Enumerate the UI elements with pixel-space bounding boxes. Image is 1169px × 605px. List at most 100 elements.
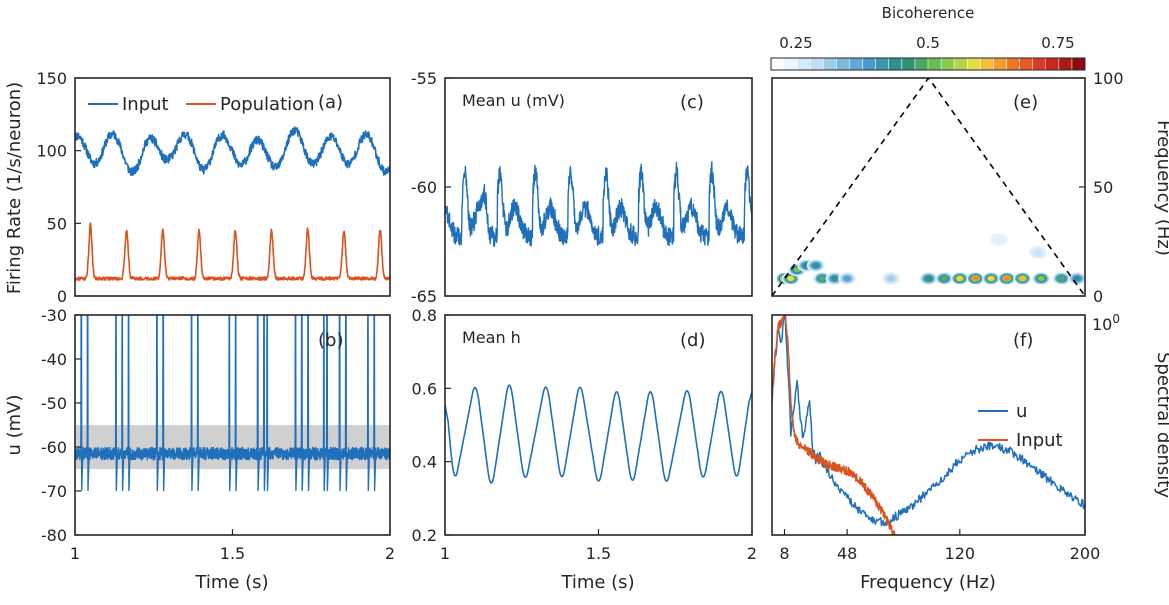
y-tick-label: 0.2 xyxy=(412,526,437,545)
panel-d: 0.20.40.60.8 1 1.5 2 Mean h (d) Time (s) xyxy=(412,306,758,593)
y-tick-label: -60 xyxy=(41,438,67,457)
legend-label-population: Population xyxy=(220,94,315,115)
heatmap-blob xyxy=(987,276,995,282)
heatmap-blob xyxy=(1073,276,1081,282)
heatmap-blob xyxy=(843,276,851,282)
colorbar-cell xyxy=(1006,57,1021,71)
x-tick-label: 48 xyxy=(837,544,857,563)
axis-frame-a xyxy=(74,77,391,297)
x-tick-label: 1 xyxy=(70,544,80,563)
heatmap-blob xyxy=(1019,276,1026,282)
annotation-mean-u: Mean u (mV) xyxy=(462,91,565,110)
series-line-population xyxy=(75,222,390,281)
series-line-mean-u xyxy=(445,161,752,247)
y-tick-label: 0 xyxy=(1093,287,1103,306)
y-tick-label: -70 xyxy=(41,482,67,501)
heatmap-blob xyxy=(787,276,795,282)
series-line-input xyxy=(772,315,896,535)
panel-label-f: (f) xyxy=(1013,330,1033,351)
colorbar-cell xyxy=(980,57,995,71)
heatmap-blob xyxy=(818,276,826,282)
x-tick-label: 2 xyxy=(747,544,757,563)
heatmap-blob xyxy=(1003,276,1011,282)
x-axis-label-d: Time (s) xyxy=(560,572,634,593)
heatmap-blob xyxy=(995,236,1003,242)
colorbar: Bicoherence 0.25 0.5 0.75 xyxy=(770,4,1086,71)
y-tick-label: -30 xyxy=(41,306,67,325)
panel-c: -65 -60 -55 Mean u (mV) (c) xyxy=(411,69,753,306)
y-axis-label-firing-rate: Firing Rate (1/s/neuron) xyxy=(4,82,25,294)
plot-area-b xyxy=(75,315,390,492)
colorbar-cell xyxy=(966,57,982,71)
y-tick-label: 0.8 xyxy=(412,306,437,325)
plot-area-c xyxy=(445,161,752,247)
y-ticks-c: -65 -60 -55 xyxy=(411,69,451,306)
plot-area-d xyxy=(445,384,752,484)
colorbar-tick-2: 0.75 xyxy=(1041,34,1074,52)
heatmap-blob xyxy=(1034,249,1042,255)
x-tick-label: 200 xyxy=(1070,544,1101,563)
y-ticks-d: 0.2 0.4 0.6 0.8 xyxy=(412,306,451,545)
y-tick-label: -40 xyxy=(41,350,67,369)
colorbar-cell xyxy=(836,57,851,71)
panel-label-b: (b) xyxy=(318,330,343,351)
colorbar-cell xyxy=(1032,57,1047,71)
x-tick-label: 120 xyxy=(945,544,976,563)
panel-label-e: (e) xyxy=(1013,92,1038,113)
y-tick-label: -50 xyxy=(41,394,67,413)
panel-e: 0 50 100 (e) Frequency (Hz) Bicoherence 0.… xyxy=(770,4,1169,306)
annotation-mean-h: Mean h xyxy=(462,328,521,347)
x-axis-label-b: Time (s) xyxy=(194,572,268,593)
colorbar-cell xyxy=(875,57,890,71)
x-tick-label: 2 xyxy=(385,544,395,563)
y-tick-label: 150 xyxy=(36,69,67,88)
colorbar-cell xyxy=(888,57,903,71)
x-tick-label: 8 xyxy=(779,544,789,563)
y-axis-label-spectral-density: Spectral density xyxy=(1153,352,1169,498)
y-axis-label-frequency: Frequency (Hz) xyxy=(1153,120,1169,256)
legend-a: Input Population xyxy=(88,94,315,115)
colorbar-cell xyxy=(796,57,812,71)
x-ticks-b: 1 1.5 2 xyxy=(70,529,395,563)
x-axis-label-f: Frequency (Hz) xyxy=(860,572,996,593)
plot-area-a xyxy=(75,126,390,281)
panel-label-d: (d) xyxy=(680,330,705,351)
colorbar-cell xyxy=(849,57,864,71)
axis-frame-d xyxy=(444,314,753,536)
y-ticks-a: 0 50 100 150 xyxy=(36,69,81,306)
colorbar-cell xyxy=(770,57,785,71)
x-tick-label: 1.5 xyxy=(586,544,611,563)
colorbar-cell xyxy=(1045,57,1060,71)
colorbar-cell xyxy=(783,57,798,71)
colorbar-title: Bicoherence xyxy=(882,4,975,22)
colorbar-frame xyxy=(770,57,1086,71)
panel-label-a: (a) xyxy=(318,92,343,113)
x-tick-label: 1.5 xyxy=(220,544,245,563)
plot-area-e xyxy=(772,78,1085,296)
y-tick-label: 100 xyxy=(36,142,67,161)
y-tick-label: -60 xyxy=(411,178,437,197)
y-tick-label: -55 xyxy=(411,69,437,88)
colorbar-cell xyxy=(993,57,1008,71)
colorbar-cells xyxy=(770,57,1086,71)
colorbar-cell xyxy=(1071,57,1086,71)
series-line-mean-h xyxy=(445,384,752,484)
panel-f: 8 48 120 200 100 (f) Spectral density Frequ… xyxy=(771,312,1169,593)
colorbar-cell xyxy=(940,57,955,71)
colorbar-cell xyxy=(953,57,969,71)
y-tick-label: 50 xyxy=(47,214,67,233)
y-axis-label-u: u (mV) xyxy=(4,394,25,455)
series-line-u xyxy=(772,315,1085,527)
colorbar-cell xyxy=(901,57,916,71)
panel-label-c: (c) xyxy=(680,92,704,113)
heatmap-blob xyxy=(940,276,948,282)
heatmap-blob xyxy=(956,276,964,282)
axis-frame-c xyxy=(444,77,753,297)
y-tick-label: 100 xyxy=(1093,69,1124,88)
x-ticks-f: 8 48 120 200 xyxy=(779,529,1100,563)
series-line-u xyxy=(75,315,390,492)
colorbar-cell xyxy=(862,57,877,71)
axis-frame-f xyxy=(771,314,1086,536)
colorbar-cell xyxy=(914,57,929,71)
